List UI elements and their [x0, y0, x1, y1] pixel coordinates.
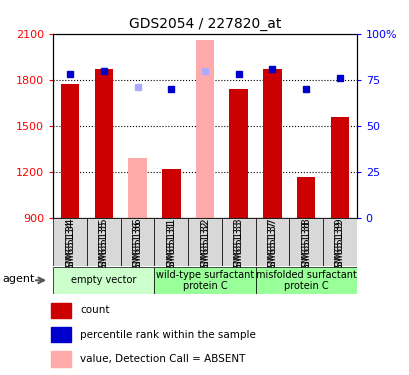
Bar	[255, 217, 289, 266]
Text: GSM65137: GSM65137	[267, 217, 277, 274]
Text: GSM65137: GSM65137	[267, 220, 277, 277]
Text: agent: agent	[3, 274, 35, 284]
Title: GDS2054 / 227820_at: GDS2054 / 227820_at	[128, 17, 281, 32]
Bar	[53, 217, 87, 266]
Text: GSM65139: GSM65139	[334, 220, 344, 277]
Bar	[128, 158, 146, 218]
Bar	[61, 84, 79, 218]
Text: GSM65139: GSM65139	[334, 217, 344, 274]
Text: GSM65133: GSM65133	[233, 220, 243, 277]
Text: GSM65134: GSM65134	[65, 220, 75, 277]
Text: GSM65131: GSM65131	[166, 220, 176, 277]
Bar	[154, 217, 188, 266]
Bar	[255, 267, 356, 294]
Text: misfolded surfactant
protein C: misfolded surfactant protein C	[255, 270, 356, 291]
Text: GSM65136: GSM65136	[132, 217, 142, 274]
Bar	[120, 217, 154, 266]
Bar	[289, 217, 322, 266]
Text: GSM65138: GSM65138	[300, 217, 310, 274]
Bar	[263, 69, 281, 218]
Text: GSM65135: GSM65135	[99, 217, 109, 274]
Bar	[229, 89, 247, 218]
Bar	[52, 351, 70, 367]
Text: GSM65136: GSM65136	[132, 220, 142, 277]
Text: percentile rank within the sample: percentile rank within the sample	[80, 330, 256, 340]
Bar	[52, 303, 70, 318]
Text: empty vector: empty vector	[71, 275, 136, 285]
Bar	[87, 217, 120, 266]
Text: GSM65131: GSM65131	[166, 217, 176, 274]
Bar	[162, 169, 180, 217]
Text: GSM65138: GSM65138	[300, 220, 310, 277]
Bar	[221, 217, 255, 266]
Bar	[322, 217, 356, 266]
Bar	[195, 40, 214, 218]
Text: wild-type surfactant
protein C: wild-type surfactant protein C	[155, 270, 254, 291]
Text: GSM65133: GSM65133	[233, 217, 243, 274]
Bar	[188, 217, 221, 266]
Bar	[296, 177, 315, 218]
Text: GSM65134: GSM65134	[65, 217, 75, 274]
Bar	[94, 69, 113, 218]
Bar	[154, 267, 255, 294]
Bar	[53, 267, 154, 294]
Text: GSM65132: GSM65132	[200, 217, 209, 274]
Bar	[330, 117, 348, 218]
Text: count: count	[80, 305, 110, 315]
Bar	[52, 327, 70, 342]
Text: value, Detection Call = ABSENT: value, Detection Call = ABSENT	[80, 354, 245, 364]
Text: GSM65135: GSM65135	[99, 220, 109, 277]
Text: GSM65132: GSM65132	[200, 220, 209, 277]
